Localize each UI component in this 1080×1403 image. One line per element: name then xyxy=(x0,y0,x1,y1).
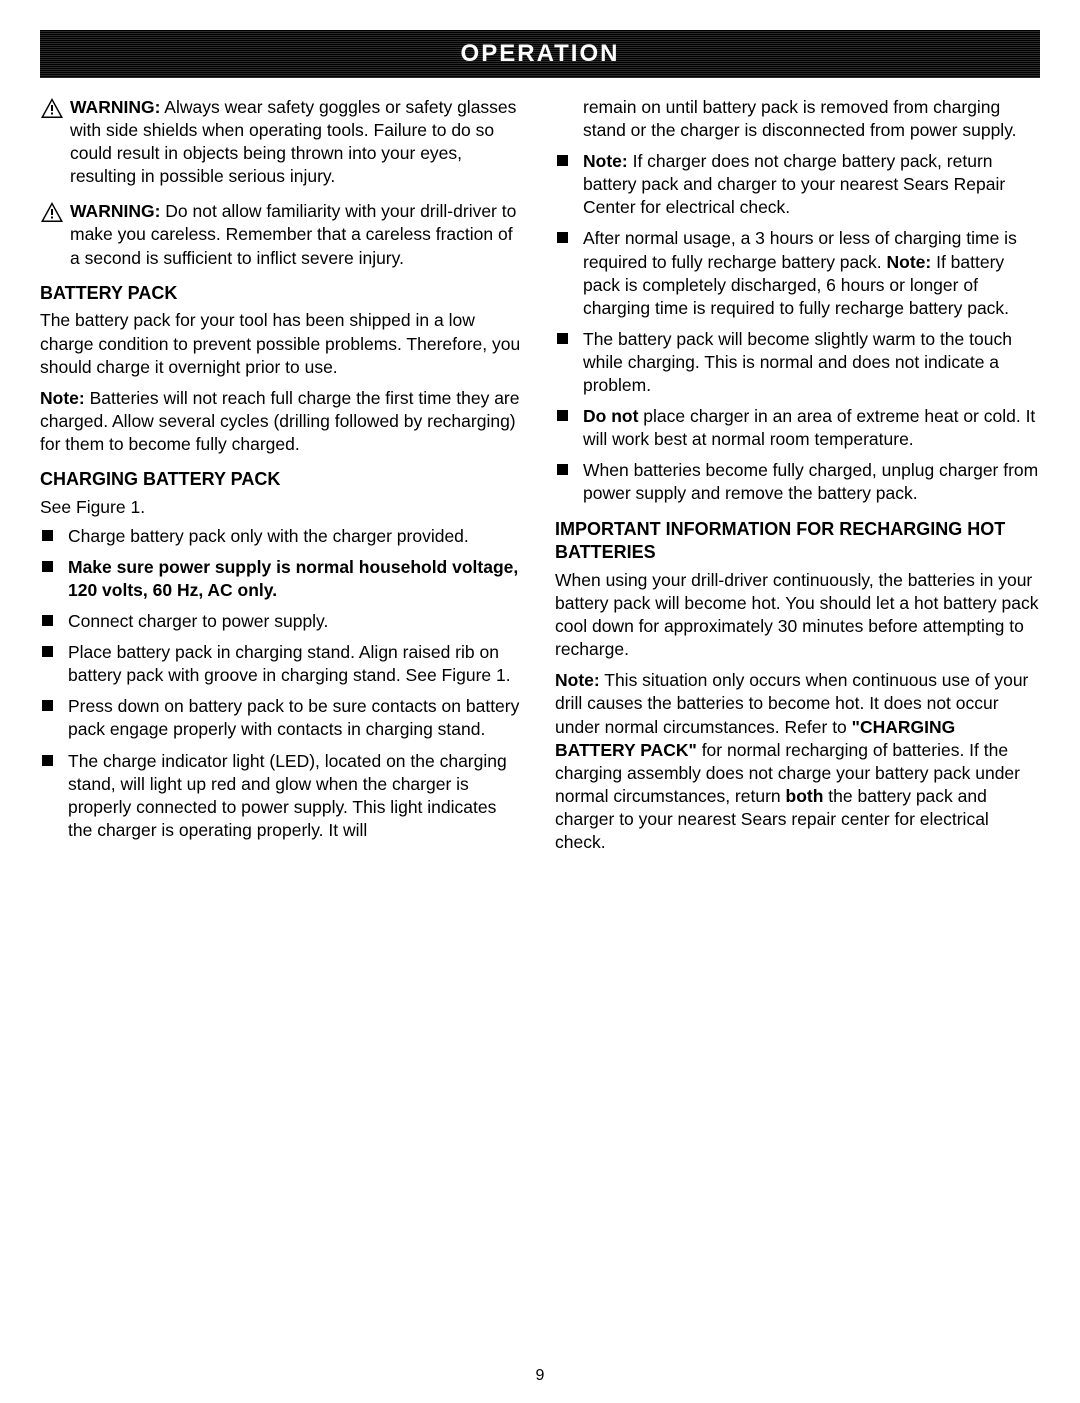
list-text: Make sure power supply is normal househo… xyxy=(68,557,518,600)
warning-2-text: WARNING: Do not allow familiarity with y… xyxy=(70,200,525,269)
list-item: Charge battery pack only with the charge… xyxy=(40,525,525,548)
list-item: Place battery pack in charging stand. Al… xyxy=(40,641,525,687)
note-label: Note: xyxy=(555,670,600,690)
header-band: OPERATION xyxy=(40,30,1040,78)
charging-list: Charge battery pack only with the charge… xyxy=(40,525,525,842)
hot-p1: When using your drill-driver continuousl… xyxy=(555,569,1040,661)
note-text1: This situation only occurs when continuo… xyxy=(555,670,1028,736)
note-label: Note: xyxy=(583,151,628,171)
content-columns: WARNING: Always wear safety goggles or s… xyxy=(40,96,1040,862)
warning-1: WARNING: Always wear safety goggles or s… xyxy=(40,96,525,188)
list-text: Place battery pack in charging stand. Al… xyxy=(68,642,511,685)
list-item: Connect charger to power supply. xyxy=(40,610,525,633)
page-number: 9 xyxy=(0,1367,1080,1385)
list-text: place charger in an area of extreme heat… xyxy=(583,406,1035,449)
warning-icon xyxy=(40,201,64,223)
list-text: The battery pack will become slightly wa… xyxy=(583,329,1012,395)
warning-1-text: WARNING: Always wear safety goggles or s… xyxy=(70,96,525,188)
note-text: Batteries will not reach full charge the… xyxy=(40,388,520,454)
battery-pack-note: Note: Batteries will not reach full char… xyxy=(40,387,525,456)
list-item: Note: If charger does not charge battery… xyxy=(555,150,1040,219)
heading-charging: CHARGING BATTERY PACK xyxy=(40,468,525,492)
note-label: Note: xyxy=(40,388,85,408)
list-item: The charge indicator light (LED), locate… xyxy=(40,750,525,842)
warning-label: WARNING: xyxy=(70,97,160,117)
note-label: Note: xyxy=(887,252,932,272)
list-item: When batteries become fully charged, unp… xyxy=(555,459,1040,505)
charging-sub: See Figure 1. xyxy=(40,496,525,519)
hot-note: Note: This situation only occurs when co… xyxy=(555,669,1040,854)
list-text: When batteries become fully charged, unp… xyxy=(583,460,1038,503)
do-not-label: Do not xyxy=(583,406,638,426)
heading-hot-batteries: IMPORTANT INFORMATION FOR RECHARGING HOT… xyxy=(555,518,1040,566)
page-title: OPERATION xyxy=(461,40,620,68)
list-item: After normal usage, a 3 hours or less of… xyxy=(555,227,1040,319)
list-text: Charge battery pack only with the charge… xyxy=(68,526,469,546)
battery-pack-p1: The battery pack for your tool has been … xyxy=(40,309,525,378)
both-text: both xyxy=(786,786,824,806)
heading-battery-pack: BATTERY PACK xyxy=(40,282,525,306)
list-item: The battery pack will become slightly wa… xyxy=(555,328,1040,397)
left-column: WARNING: Always wear safety goggles or s… xyxy=(40,96,525,862)
warning-2: WARNING: Do not allow familiarity with y… xyxy=(40,200,525,269)
list-item: Do not place charger in an area of extre… xyxy=(555,405,1040,451)
list-text: Press down on battery pack to be sure co… xyxy=(68,696,519,739)
list-item: Press down on battery pack to be sure co… xyxy=(40,695,525,741)
right-column: remain on until battery pack is removed … xyxy=(555,96,1040,862)
list-item: Make sure power supply is normal househo… xyxy=(40,556,525,602)
continuation-text: remain on until battery pack is removed … xyxy=(555,96,1040,142)
right-bullet-list: Note: If charger does not charge battery… xyxy=(555,150,1040,505)
warning-label: WARNING: xyxy=(70,201,160,221)
warning-icon xyxy=(40,97,64,119)
list-text: Connect charger to power supply. xyxy=(68,611,328,631)
list-text: The charge indicator light (LED), locate… xyxy=(68,751,507,840)
list-text: If charger does not charge battery pack,… xyxy=(583,151,1005,217)
